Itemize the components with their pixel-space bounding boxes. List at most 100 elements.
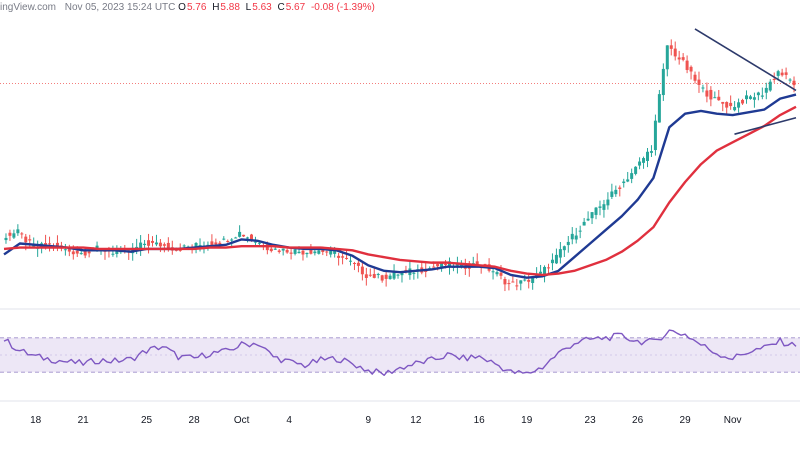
x-tick-label: 19	[521, 415, 533, 426]
candle-body	[543, 266, 547, 276]
candle-body	[281, 248, 285, 251]
candle-body	[440, 262, 444, 269]
candle-body	[364, 274, 368, 278]
x-tick-label: 12	[410, 415, 422, 426]
candle-body	[515, 285, 519, 287]
candle-body	[495, 272, 499, 275]
x-tick-label: Nov	[724, 415, 742, 426]
candle-body	[67, 247, 71, 252]
candle-body	[701, 87, 705, 89]
candle-body	[297, 251, 301, 254]
high-label: H	[212, 2, 220, 13]
candle-body	[111, 253, 115, 255]
candle-body	[598, 206, 602, 208]
candle-body	[48, 243, 52, 245]
candle-body	[566, 241, 570, 246]
candle-body	[681, 57, 685, 60]
candle-body	[586, 218, 590, 221]
candle-body	[214, 242, 218, 245]
candle-body	[665, 45, 669, 70]
candle-body	[63, 249, 67, 251]
candle-body	[333, 250, 337, 254]
candle-body	[764, 87, 768, 93]
candle-body	[432, 266, 436, 268]
candle-body	[729, 102, 733, 107]
candle-body	[737, 102, 741, 108]
candle-body	[756, 92, 760, 96]
candle-body	[412, 272, 416, 274]
candle-body	[273, 248, 277, 250]
candle-body	[277, 250, 281, 253]
candle-body	[539, 271, 543, 274]
candle-body	[768, 81, 772, 91]
x-tick-label: 9	[366, 415, 372, 426]
candle-body	[79, 253, 83, 255]
candle-body	[380, 275, 384, 281]
candle-body	[83, 251, 87, 256]
candle-body	[309, 250, 313, 254]
candle-body	[602, 204, 606, 210]
candle-body	[372, 273, 376, 278]
candle-body	[317, 250, 321, 254]
change-value: -0.08 (-1.39%)	[310, 2, 375, 13]
x-tick-label: 4	[286, 415, 292, 426]
candle-body	[499, 272, 503, 276]
candle-body	[669, 45, 673, 49]
candle-body	[246, 237, 250, 239]
candle-body	[250, 234, 253, 240]
candle-body	[305, 252, 309, 255]
candle-body	[721, 101, 725, 104]
candle-body	[329, 249, 333, 255]
candle-body	[638, 161, 642, 166]
candle-body	[772, 78, 776, 80]
date-label: Nov 05, 2023 15:24 UTC	[64, 2, 176, 13]
candle-body	[646, 151, 649, 161]
candle-body	[578, 230, 582, 232]
ascending-trendline	[734, 116, 797, 135]
candle-body	[257, 242, 261, 244]
candle-body	[12, 233, 16, 238]
x-tick-label: 29	[680, 415, 692, 426]
candle-body	[653, 120, 657, 151]
low-label: L	[245, 2, 252, 13]
candle-body	[547, 267, 550, 269]
candle-body	[554, 254, 558, 264]
candle-body	[404, 269, 408, 271]
candle-body	[531, 278, 535, 284]
candle-body	[162, 244, 166, 246]
candle-body	[491, 271, 495, 273]
candle-body	[527, 279, 531, 282]
candle-body	[396, 274, 400, 276]
candle-body	[400, 272, 404, 276]
candle-body	[570, 233, 574, 240]
candle-body	[483, 263, 487, 265]
candle-body	[392, 271, 396, 279]
close-label: C	[277, 2, 285, 13]
candle-body	[610, 191, 614, 197]
rsi-line	[3, 329, 797, 376]
candle-body	[752, 97, 756, 100]
candle-body	[507, 283, 511, 285]
open-label: O	[178, 2, 186, 13]
candle-body	[337, 255, 341, 258]
candle-body	[709, 89, 713, 100]
candle-body	[230, 239, 234, 241]
candle-body	[642, 158, 646, 163]
candle-body	[717, 96, 721, 101]
candle-body	[154, 242, 158, 245]
candle-body	[444, 264, 448, 266]
candle-body	[455, 264, 459, 266]
candle-body	[194, 243, 198, 249]
candle-body	[705, 90, 709, 97]
candle-body	[792, 80, 796, 86]
candle-body	[32, 245, 36, 247]
candle-body	[614, 189, 618, 195]
ema-50-line	[3, 105, 797, 277]
candle-body	[677, 57, 681, 60]
candle-body	[368, 274, 372, 276]
candle-body	[87, 251, 91, 254]
candle-body	[158, 242, 162, 247]
candle-body	[693, 74, 697, 81]
descending-trendline	[694, 28, 797, 92]
